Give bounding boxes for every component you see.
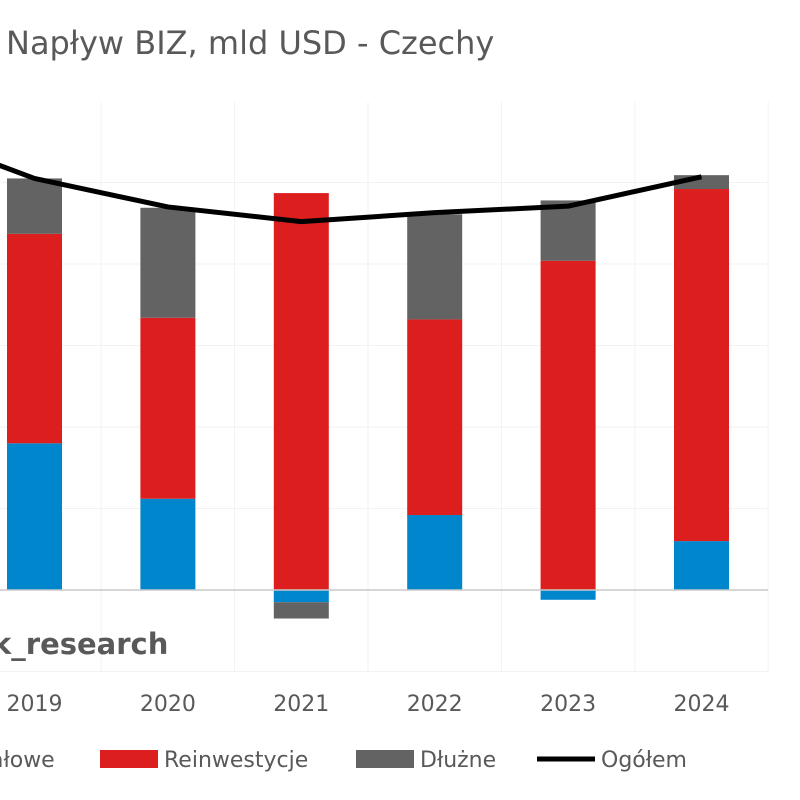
legend-label: Dłużne	[420, 748, 496, 773]
bar-dłużne-2021	[273, 602, 329, 619]
bar-kapitałowe-2019	[7, 443, 62, 590]
bar-kapitałowe-2021	[273, 590, 329, 603]
bar-reinwestycje-2024	[674, 189, 729, 542]
bar-reinwestycje-2021	[273, 193, 329, 590]
bar-kapitałowe-2024	[674, 541, 729, 590]
bar-kapitałowe-2023	[540, 590, 596, 600]
chart-title: Napływ BIZ, mld USD - Czechy	[6, 24, 495, 62]
x-tick-label: 2019	[7, 692, 63, 717]
bar-kapitałowe-2022	[407, 515, 463, 590]
legend-label: Ogółem	[601, 748, 687, 773]
bar-dłużne-2023	[540, 200, 596, 261]
bar-dłużne-2022	[407, 214, 463, 320]
bar-reinwestycje-2020	[140, 317, 196, 499]
legend-swatch	[100, 750, 158, 768]
bar-reinwestycje-2022	[407, 319, 463, 516]
legend-swatch	[356, 750, 414, 768]
bar-kapitałowe-2020	[140, 498, 196, 590]
bar-dłużne-2019	[7, 178, 62, 234]
x-tick-label: 2020	[140, 692, 196, 717]
bar-dłużne-2020	[140, 207, 196, 318]
bar-reinwestycje-2019	[7, 233, 62, 444]
watermark-text: k_research	[0, 627, 169, 661]
line-ogolem	[0, 162, 703, 225]
x-tick-label: 2024	[674, 692, 730, 717]
legend-label: ałowe	[0, 748, 55, 773]
x-tick-label: 2022	[407, 692, 463, 717]
bar-reinwestycje-2023	[540, 260, 596, 590]
legend-label: Reinwestycje	[164, 748, 308, 773]
x-tick-label: 2021	[273, 692, 329, 717]
x-tick-label: 2023	[540, 692, 596, 717]
